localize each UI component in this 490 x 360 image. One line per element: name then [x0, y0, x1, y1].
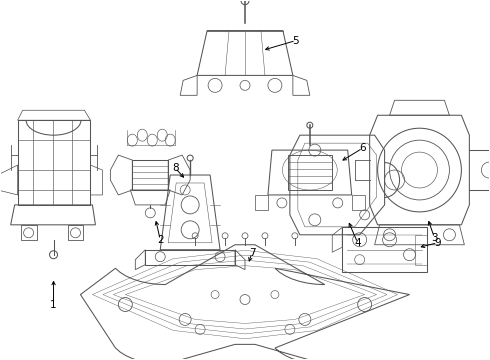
Text: 1: 1 — [50, 300, 57, 310]
Text: 9: 9 — [434, 238, 441, 248]
Text: 7: 7 — [248, 248, 255, 258]
Text: 5: 5 — [293, 36, 299, 46]
Text: 8: 8 — [172, 163, 178, 173]
Text: 2: 2 — [157, 235, 164, 245]
Text: 6: 6 — [359, 143, 366, 153]
Text: 3: 3 — [431, 233, 438, 243]
Text: 4: 4 — [354, 238, 361, 248]
